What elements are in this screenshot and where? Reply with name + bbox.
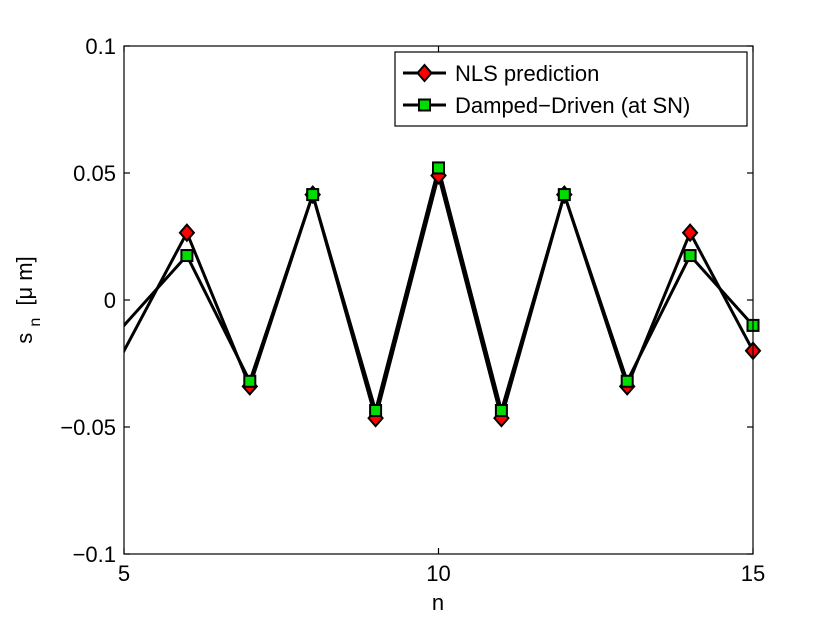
y-axis-label: s n [μ m]	[12, 256, 45, 344]
series-line-damped-driven	[124, 161, 753, 417]
series-layer	[124, 161, 753, 424]
legend-label-nls: NLS prediction	[455, 61, 599, 86]
data-point-damped-driven	[557, 188, 571, 202]
data-point-damped-driven	[494, 403, 508, 417]
y-axis-label-unit: [μ m]	[12, 256, 37, 305]
x-axis-label: n	[432, 590, 444, 615]
data-point-damped-driven	[620, 374, 634, 388]
y-tick-label: 0.1	[85, 34, 116, 59]
data-point-damped-driven	[369, 403, 383, 417]
data-point-damped-driven	[432, 161, 445, 175]
x-tick-label: 5	[118, 561, 130, 586]
legend-marker-nls	[416, 63, 433, 83]
svg-text:s n [μ m]: s n [μ m]	[12, 256, 45, 344]
legend: NLS prediction Damped−Driven (at SN)	[394, 51, 748, 127]
y-axis-label-subscript: n	[27, 318, 44, 327]
legend-box	[394, 51, 748, 127]
legend-label-damped: Damped−Driven (at SN)	[455, 93, 690, 118]
y-tick-label: 0.05	[73, 161, 116, 186]
data-point-damped-driven	[180, 249, 194, 263]
plot-area	[124, 46, 753, 554]
y-tick-label: −0.05	[60, 415, 116, 440]
y-axis-label-main: s	[12, 333, 37, 344]
y-tick-label: 0	[104, 288, 116, 313]
tick-layer: 5 10 15 −0.1 −0.05 0 0.05 0.1	[60, 34, 765, 586]
data-point-damped-driven	[683, 249, 697, 263]
data-point-damped-driven	[306, 188, 320, 202]
y-tick-label: −0.1	[73, 542, 116, 567]
data-point-nls-prediction	[681, 223, 699, 243]
data-point-damped-driven	[243, 374, 257, 388]
legend-marker-damped	[418, 98, 431, 112]
data-point-nls-prediction	[178, 223, 196, 243]
x-tick-label: 10	[426, 561, 450, 586]
x-tick-label: 15	[741, 561, 765, 586]
marker-layer	[178, 161, 762, 428]
